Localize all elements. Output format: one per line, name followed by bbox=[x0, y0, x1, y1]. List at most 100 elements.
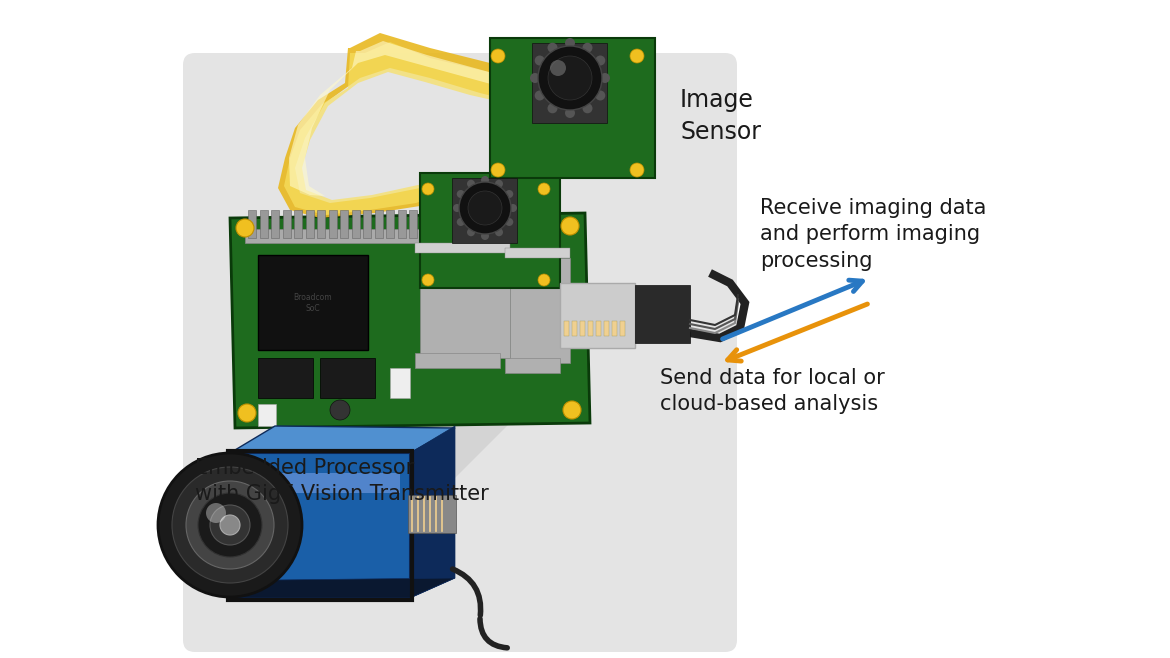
Circle shape bbox=[209, 505, 250, 545]
Polygon shape bbox=[235, 473, 400, 493]
FancyBboxPatch shape bbox=[305, 210, 314, 238]
FancyBboxPatch shape bbox=[259, 404, 276, 426]
Circle shape bbox=[467, 228, 475, 236]
FancyBboxPatch shape bbox=[524, 210, 532, 238]
Circle shape bbox=[600, 73, 610, 83]
FancyBboxPatch shape bbox=[420, 173, 560, 288]
Circle shape bbox=[495, 228, 503, 236]
FancyBboxPatch shape bbox=[271, 210, 278, 238]
FancyBboxPatch shape bbox=[443, 210, 452, 238]
Circle shape bbox=[548, 103, 557, 113]
Polygon shape bbox=[284, 42, 548, 215]
FancyBboxPatch shape bbox=[282, 210, 290, 238]
FancyBboxPatch shape bbox=[420, 248, 510, 358]
FancyBboxPatch shape bbox=[321, 358, 376, 398]
Circle shape bbox=[583, 103, 592, 113]
Text: Embedded Processor
with GigE Vision Transmitter: Embedded Processor with GigE Vision Tran… bbox=[195, 458, 489, 505]
FancyBboxPatch shape bbox=[390, 368, 409, 398]
FancyBboxPatch shape bbox=[408, 495, 456, 533]
FancyBboxPatch shape bbox=[410, 210, 417, 238]
Circle shape bbox=[422, 183, 434, 195]
FancyBboxPatch shape bbox=[564, 321, 569, 336]
Circle shape bbox=[238, 404, 256, 422]
FancyBboxPatch shape bbox=[260, 210, 268, 238]
Circle shape bbox=[495, 180, 503, 188]
FancyBboxPatch shape bbox=[536, 210, 544, 238]
Circle shape bbox=[535, 55, 545, 66]
FancyBboxPatch shape bbox=[505, 358, 560, 373]
Circle shape bbox=[158, 453, 302, 597]
FancyBboxPatch shape bbox=[351, 210, 359, 238]
Circle shape bbox=[481, 176, 489, 184]
Text: Send data for local or
cloud-based analysis: Send data for local or cloud-based analy… bbox=[660, 368, 885, 415]
Circle shape bbox=[236, 219, 254, 237]
FancyBboxPatch shape bbox=[560, 283, 635, 348]
Circle shape bbox=[459, 182, 511, 234]
Circle shape bbox=[206, 503, 226, 523]
FancyBboxPatch shape bbox=[340, 210, 347, 238]
Circle shape bbox=[565, 108, 574, 118]
FancyBboxPatch shape bbox=[604, 321, 610, 336]
Circle shape bbox=[548, 43, 557, 53]
Circle shape bbox=[422, 274, 434, 286]
Circle shape bbox=[550, 60, 566, 76]
Circle shape bbox=[629, 49, 644, 63]
FancyBboxPatch shape bbox=[248, 210, 256, 238]
Circle shape bbox=[583, 43, 592, 53]
Circle shape bbox=[596, 91, 605, 101]
FancyBboxPatch shape bbox=[294, 210, 302, 238]
FancyBboxPatch shape bbox=[386, 210, 394, 238]
Text: Broadcom
SoC: Broadcom SoC bbox=[294, 293, 332, 313]
Circle shape bbox=[530, 73, 541, 83]
Circle shape bbox=[186, 481, 274, 569]
FancyBboxPatch shape bbox=[374, 210, 383, 238]
Polygon shape bbox=[289, 41, 543, 196]
Circle shape bbox=[538, 46, 603, 110]
Circle shape bbox=[538, 274, 550, 286]
FancyBboxPatch shape bbox=[505, 248, 570, 258]
Circle shape bbox=[563, 401, 581, 419]
Circle shape bbox=[330, 400, 350, 420]
Text: Receive imaging data
and perform imaging
processing: Receive imaging data and perform imaging… bbox=[760, 198, 986, 271]
Circle shape bbox=[220, 515, 240, 535]
Circle shape bbox=[468, 191, 502, 225]
FancyBboxPatch shape bbox=[532, 43, 607, 123]
Polygon shape bbox=[230, 213, 590, 428]
Circle shape bbox=[505, 190, 514, 198]
FancyBboxPatch shape bbox=[501, 210, 509, 238]
FancyBboxPatch shape bbox=[455, 210, 463, 238]
Circle shape bbox=[538, 183, 550, 195]
FancyBboxPatch shape bbox=[510, 258, 570, 363]
Circle shape bbox=[505, 218, 514, 226]
FancyBboxPatch shape bbox=[512, 210, 521, 238]
FancyBboxPatch shape bbox=[635, 285, 690, 343]
Polygon shape bbox=[278, 33, 560, 218]
Polygon shape bbox=[410, 426, 455, 598]
Circle shape bbox=[467, 180, 475, 188]
FancyBboxPatch shape bbox=[589, 321, 593, 336]
Circle shape bbox=[456, 218, 464, 226]
FancyBboxPatch shape bbox=[415, 243, 510, 253]
Circle shape bbox=[565, 38, 574, 48]
FancyBboxPatch shape bbox=[329, 210, 337, 238]
Circle shape bbox=[548, 56, 592, 100]
FancyBboxPatch shape bbox=[259, 358, 314, 398]
FancyBboxPatch shape bbox=[490, 38, 655, 178]
Circle shape bbox=[491, 49, 505, 63]
FancyBboxPatch shape bbox=[183, 53, 737, 652]
FancyBboxPatch shape bbox=[432, 210, 440, 238]
FancyBboxPatch shape bbox=[245, 229, 550, 243]
FancyBboxPatch shape bbox=[580, 321, 585, 336]
FancyBboxPatch shape bbox=[452, 178, 517, 243]
Polygon shape bbox=[230, 578, 455, 598]
Circle shape bbox=[596, 55, 605, 66]
Text: Image
Sensor: Image Sensor bbox=[680, 88, 760, 143]
Circle shape bbox=[481, 232, 489, 240]
Circle shape bbox=[535, 91, 545, 101]
Circle shape bbox=[629, 163, 644, 177]
FancyBboxPatch shape bbox=[415, 353, 500, 368]
FancyBboxPatch shape bbox=[363, 210, 371, 238]
FancyBboxPatch shape bbox=[398, 210, 406, 238]
Circle shape bbox=[453, 204, 461, 212]
Circle shape bbox=[198, 493, 262, 557]
